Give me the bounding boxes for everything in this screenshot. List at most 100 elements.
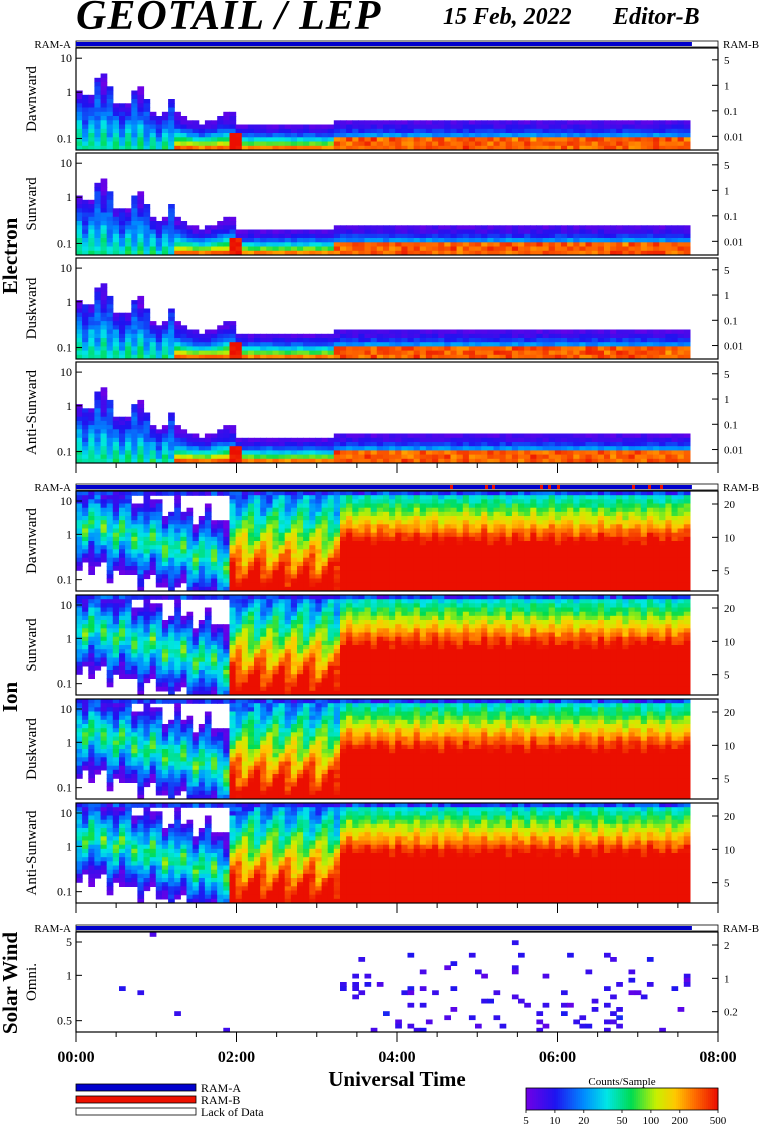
colorbar-cell bbox=[614, 1088, 617, 1110]
heatmap-cells bbox=[76, 699, 691, 799]
panel-label: Duskward bbox=[24, 718, 40, 780]
panel-label: Duskward bbox=[24, 277, 40, 339]
y-tick-label: 1 bbox=[66, 839, 72, 853]
y2-tick-label: 1 bbox=[724, 973, 730, 985]
colorbar-cell bbox=[552, 1088, 555, 1110]
colorbar-cell bbox=[602, 1088, 605, 1110]
colorbar-cell bbox=[590, 1088, 593, 1110]
y-tick-label: 10 bbox=[60, 494, 72, 508]
colorbar-cell bbox=[620, 1088, 623, 1110]
y2-tick-label: 20 bbox=[724, 707, 736, 719]
y-tick-label: 0.1 bbox=[57, 445, 72, 459]
y2-tick-label: 1 bbox=[724, 394, 730, 406]
panel-electron-dawnward: 10 1 0.1 5 1 0.1 0.01 Dawnward bbox=[24, 47, 743, 151]
colorbar-cell bbox=[630, 1088, 633, 1110]
colorbar-cell bbox=[700, 1088, 703, 1110]
colorbar-cell bbox=[712, 1088, 715, 1110]
colorbar-cell bbox=[674, 1088, 677, 1110]
panel-label: Anti-Sunward bbox=[24, 370, 40, 455]
colorbar-cell bbox=[638, 1088, 641, 1110]
colorbar-cell bbox=[536, 1088, 539, 1110]
panel-ion-dawnward: 10 1 0.1 20 10 5 Dawnward bbox=[24, 490, 736, 592]
heatmap-cells bbox=[76, 491, 691, 591]
date-label: 15 Feb, 2022 bbox=[443, 4, 572, 30]
heatmap-cells bbox=[76, 803, 691, 903]
colorbar-cell bbox=[548, 1088, 551, 1110]
y2-tick-label: 1 bbox=[724, 290, 730, 302]
colorbar-cell bbox=[612, 1088, 615, 1110]
y-tick-label: 10 bbox=[60, 261, 72, 275]
colorbar-cell bbox=[588, 1088, 591, 1110]
y2-tick-label: 5 bbox=[724, 369, 730, 381]
y2-tick-label: 0.1 bbox=[724, 211, 738, 223]
ram-a-label: RAM-A bbox=[34, 39, 71, 51]
heatmap-cells bbox=[76, 283, 691, 359]
colorbar-cell bbox=[570, 1088, 573, 1110]
y-tick-label: 0.1 bbox=[57, 677, 72, 691]
panel-frame bbox=[75, 47, 719, 151]
legend-ram-b-swatch bbox=[75, 1095, 197, 1104]
heatmap-cells bbox=[76, 387, 691, 463]
colorbar-cell bbox=[708, 1088, 711, 1110]
panel-label: Dawnward bbox=[24, 66, 40, 132]
panel-electron-sunward: 10 1 0.1 5 1 0.1 0.01 Sunward bbox=[24, 152, 743, 256]
colorbar-cell bbox=[526, 1088, 529, 1110]
y2-tick-label: 10 bbox=[724, 532, 736, 544]
y-tick-label: 5 bbox=[66, 935, 72, 949]
y-tick-label: 10 bbox=[60, 702, 72, 716]
legend-ram-a-label: RAM-A bbox=[201, 1081, 241, 1095]
colorbar-cell bbox=[682, 1088, 685, 1110]
colorbar-cell bbox=[644, 1088, 647, 1110]
panel-label: Dawnward bbox=[24, 508, 40, 574]
colorbar-cell bbox=[650, 1088, 653, 1110]
group-label-solar-wind: Solar Wind bbox=[0, 932, 22, 1034]
panel-label: Anti-Sunward bbox=[24, 810, 40, 895]
colorbar-cell bbox=[598, 1088, 601, 1110]
y2-tick-label: 5 bbox=[724, 265, 730, 277]
panel-solar-omni-: 5 1 0.5 2 1 0.2 Omni. bbox=[24, 931, 738, 1033]
y2-tick-label: 5 bbox=[724, 160, 730, 172]
heatmap-cells bbox=[76, 73, 691, 150]
legend-lack-of-data-swatch bbox=[75, 1107, 197, 1116]
colorbar-cell bbox=[562, 1088, 565, 1110]
colorbar-cell bbox=[690, 1088, 693, 1110]
colorbar-cell bbox=[554, 1088, 557, 1110]
ram-b-mark bbox=[632, 485, 635, 489]
y2-tick-label: 0.01 bbox=[724, 445, 743, 457]
colorbar-cell bbox=[584, 1088, 587, 1110]
y-tick-label: 1 bbox=[66, 631, 72, 645]
y-tick-label: 0.1 bbox=[57, 341, 72, 355]
y2-tick-label: 20 bbox=[724, 499, 736, 511]
colorbar-cell bbox=[546, 1088, 549, 1110]
panel-ion-duskward: 10 1 0.1 20 10 5 Duskward bbox=[24, 698, 736, 800]
y-tick-label: 1 bbox=[66, 85, 72, 99]
ram-a-label: RAM-A bbox=[34, 923, 71, 935]
colorbar-cell bbox=[538, 1088, 541, 1110]
ram-b-mark bbox=[548, 485, 551, 489]
y-tick-label: 10 bbox=[60, 598, 72, 612]
colorbar-tick-label: 200 bbox=[672, 1115, 689, 1127]
editor-label: Editor-B bbox=[613, 4, 700, 30]
colorbar-cell bbox=[566, 1088, 569, 1110]
colorbar-cell bbox=[646, 1088, 649, 1110]
ram-a-bar bbox=[76, 926, 692, 930]
colorbar-cell bbox=[706, 1088, 709, 1110]
y2-tick-label: 5 bbox=[724, 55, 730, 67]
colorbar-cell bbox=[688, 1088, 691, 1110]
y-tick-label: 0.1 bbox=[57, 781, 72, 795]
legend-ram-b-label: RAM-B bbox=[201, 1093, 240, 1107]
colorbar-cell bbox=[624, 1088, 627, 1110]
colorbar-cell bbox=[564, 1088, 567, 1110]
ram-b-label: RAM-B bbox=[723, 482, 759, 494]
ram-a-bar bbox=[76, 42, 692, 46]
colorbar-cell bbox=[696, 1088, 699, 1110]
colorbar-cell bbox=[528, 1088, 531, 1110]
colorbar-cell bbox=[622, 1088, 625, 1110]
y-tick-label: 10 bbox=[60, 156, 72, 170]
colorbar-cell bbox=[568, 1088, 571, 1110]
y2-tick-label: 20 bbox=[724, 603, 736, 615]
panel-label: Sunward bbox=[24, 177, 40, 231]
y-tick-label: 0.5 bbox=[57, 1014, 72, 1028]
y2-tick-label: 5 bbox=[724, 878, 730, 890]
